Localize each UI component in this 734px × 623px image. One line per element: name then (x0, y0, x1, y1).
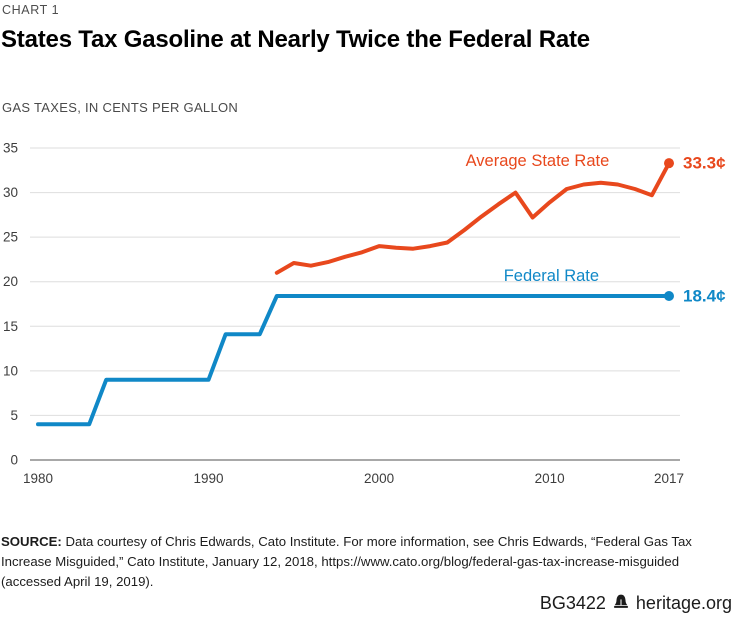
y-tick-label: 25 (3, 230, 18, 245)
site-url: heritage.org (635, 593, 732, 613)
liberty-bell-icon (613, 593, 629, 614)
series-end-value-label: 18.4¢ (683, 286, 726, 305)
series-end-dot (664, 158, 674, 169)
page-title: States Tax Gasoline at Nearly Twice the … (1, 26, 590, 53)
footer: BG3422 heritage.org (540, 593, 732, 614)
x-tick-label: 1990 (194, 471, 224, 486)
y-tick-label: 20 (3, 274, 18, 289)
source-text: Data courtesy of Chris Edwards, Cato Ins… (1, 534, 692, 590)
chart-units-caption: GAS TAXES, IN CENTS PER GALLON (2, 100, 239, 115)
y-tick-label: 30 (3, 185, 18, 200)
x-tick-label: 2017 (654, 471, 684, 486)
chart-kicker: CHART 1 (2, 3, 60, 17)
y-tick-label: 10 (3, 363, 18, 378)
x-tick-label: 1980 (23, 471, 53, 486)
series-end-value-label: 33.3¢ (683, 154, 726, 173)
series-name-label: Federal Rate (504, 267, 599, 285)
y-tick-label: 5 (10, 408, 18, 423)
series-name-label: Average State Rate (466, 152, 610, 170)
x-tick-label: 2000 (364, 471, 394, 486)
report-id: BG3422 (539, 593, 606, 613)
y-tick-label: 0 (10, 453, 18, 468)
gas-tax-line-chart: 0 5 10 15 20 25 30 35 1980 1990 2000 2010 2017 18.4¢ F… (3, 141, 726, 487)
y-tick-label: 15 (3, 319, 18, 334)
y-tick-label: 35 (3, 141, 18, 156)
x-tick-label: 2010 (535, 471, 565, 486)
series-end-dot (664, 290, 674, 301)
series-line-average-state-rate (274, 161, 671, 275)
source-note: SOURCE: Data courtesy of Chris Edwards, … (1, 532, 717, 592)
source-label: SOURCE: (1, 534, 62, 549)
series-line-federal-rate (36, 294, 671, 427)
